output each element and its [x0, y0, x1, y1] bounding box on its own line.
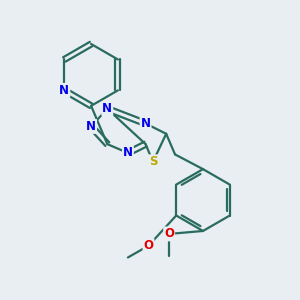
Text: N: N — [102, 102, 112, 115]
Text: N: N — [123, 146, 133, 159]
Text: O: O — [164, 227, 174, 240]
Text: N: N — [86, 120, 96, 133]
Text: N: N — [141, 117, 151, 130]
Text: N: N — [59, 84, 69, 97]
Text: O: O — [143, 239, 154, 252]
Text: S: S — [149, 155, 157, 168]
